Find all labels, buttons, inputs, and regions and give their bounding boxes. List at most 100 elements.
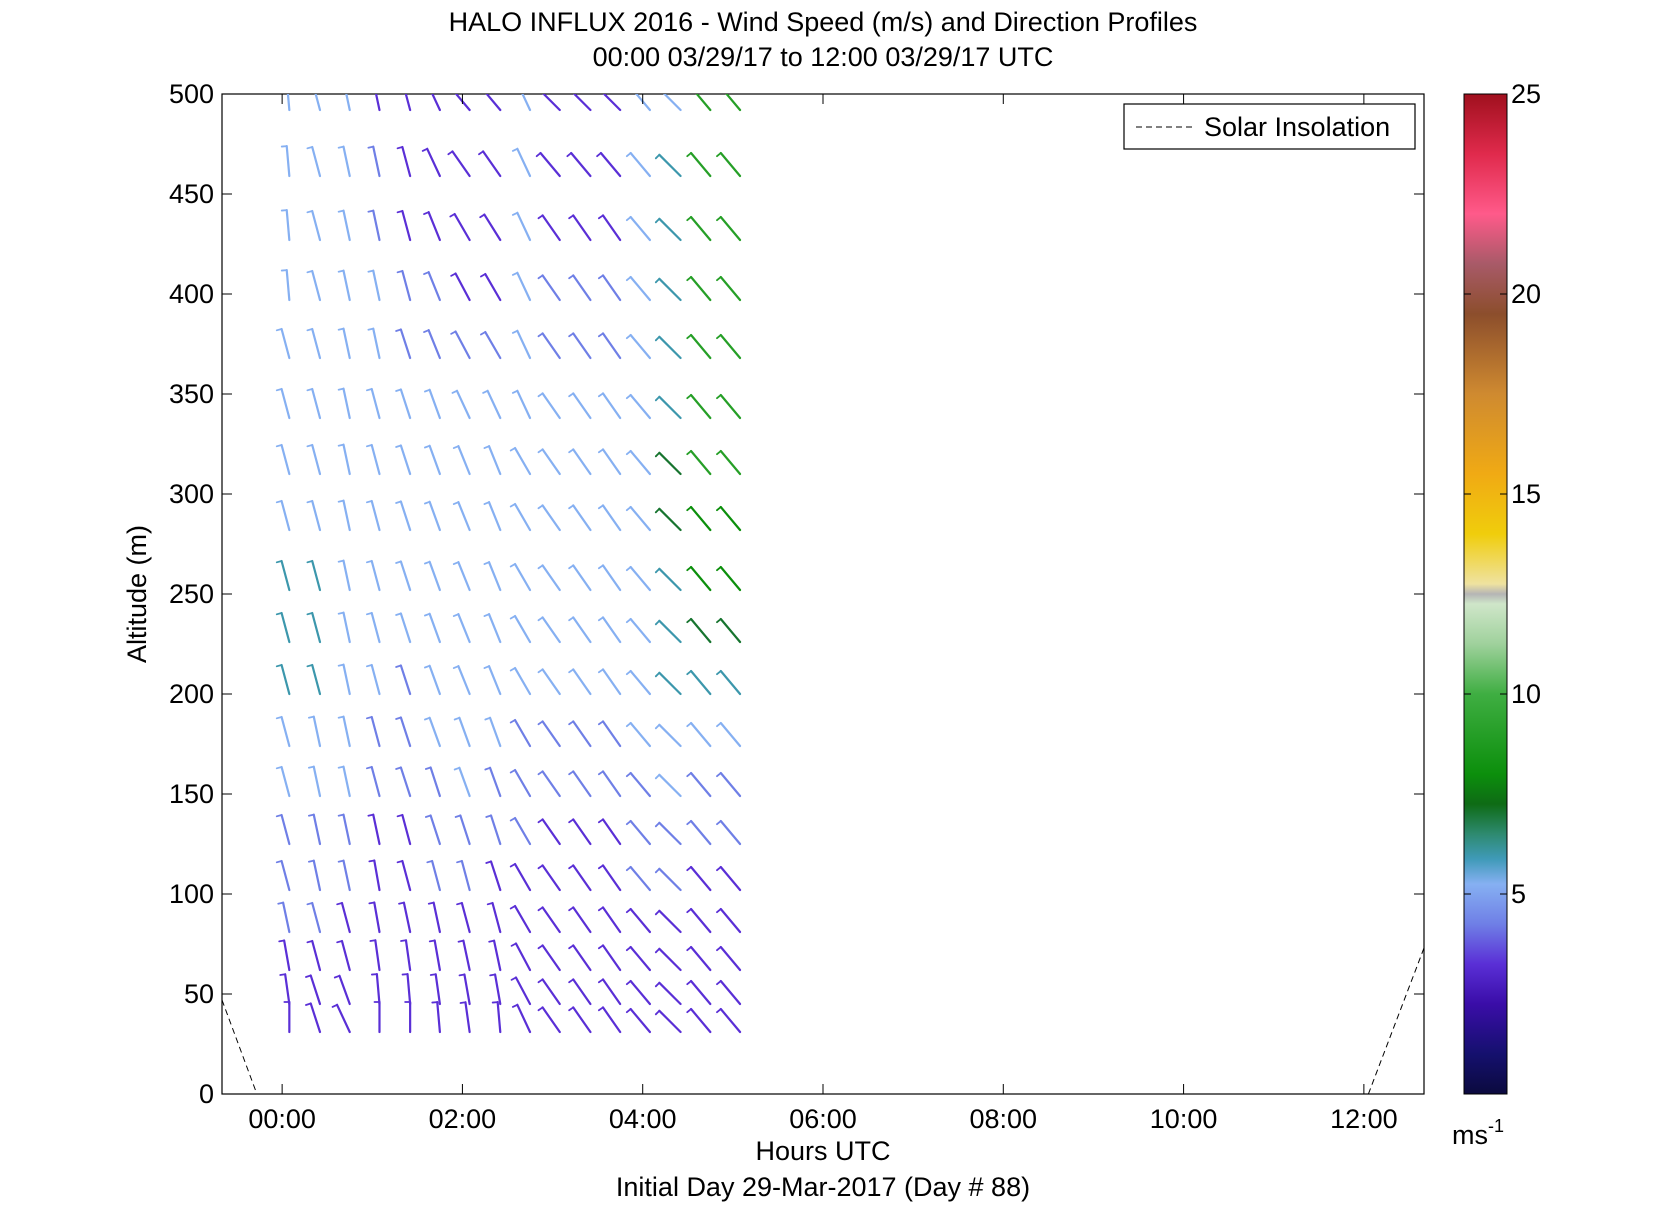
y-tick-label: 300 xyxy=(169,479,214,509)
y-tick-label: 350 xyxy=(169,379,214,409)
wind-barb xyxy=(541,504,561,532)
wind-barb-tick xyxy=(365,766,373,770)
wind-barb-tick xyxy=(275,328,283,332)
wind-barb xyxy=(719,275,742,302)
wind-barb xyxy=(572,448,592,476)
wind-barb xyxy=(658,947,682,972)
wind-barb xyxy=(487,665,502,696)
wind-barb-tick xyxy=(597,818,604,824)
wind-barb-tick xyxy=(535,152,542,158)
wind-barb-tick xyxy=(365,444,373,448)
wind-barb xyxy=(521,94,532,112)
wind-barb xyxy=(541,864,561,892)
wind-barb-tick xyxy=(307,715,315,719)
wind-barb-tick xyxy=(456,860,463,864)
wind-barb xyxy=(399,444,412,476)
y-tick-label: 250 xyxy=(169,579,214,609)
colorbar-units: ms-1 xyxy=(1452,1116,1504,1150)
wind-barb xyxy=(572,94,592,112)
wind-barb xyxy=(491,901,502,934)
wind-barb-tick xyxy=(368,81,373,82)
wind-barb xyxy=(280,859,291,892)
wind-barb xyxy=(402,901,412,934)
wind-barb-tick xyxy=(453,766,461,771)
wind-barb-tick xyxy=(597,978,604,984)
wind-barb xyxy=(572,1006,592,1034)
wind-barb-tick xyxy=(568,616,575,622)
wind-barb-tick xyxy=(716,670,722,676)
wind-barb-tick xyxy=(537,720,544,726)
wind-barb-tick xyxy=(597,448,604,454)
wind-barb-tick xyxy=(275,388,283,392)
wind-barb-tick xyxy=(511,147,519,152)
wind-barb xyxy=(572,978,592,1006)
wind-barb xyxy=(489,860,502,892)
wind-barb xyxy=(541,978,561,1006)
wind-barb-tick xyxy=(513,83,518,85)
wind-barb xyxy=(572,504,592,532)
wind-barb xyxy=(601,944,622,972)
wind-barb-tick xyxy=(595,89,599,93)
wind-barb xyxy=(689,151,712,178)
wind-barb xyxy=(428,716,441,748)
wind-barb-tick xyxy=(686,866,692,872)
wind-barb xyxy=(457,665,471,696)
wind-barb-tick xyxy=(423,329,430,333)
y-tick-label: 200 xyxy=(169,679,214,709)
wind-barb-tick xyxy=(333,974,341,979)
y-tick-label: 150 xyxy=(169,779,214,809)
wind-barb-tick xyxy=(568,332,575,338)
wind-barb xyxy=(457,501,471,532)
wind-barb-tick xyxy=(537,770,544,776)
wind-barb xyxy=(464,1001,471,1034)
wind-barb xyxy=(629,617,652,644)
wind-barb-tick xyxy=(654,773,661,780)
wind-barb-tick xyxy=(275,766,283,770)
wind-barb xyxy=(601,1006,622,1034)
wind-barb xyxy=(689,565,712,592)
wind-barb-tick xyxy=(654,619,661,626)
wind-barb-tick xyxy=(716,276,722,282)
wind-barb-tick xyxy=(337,611,345,615)
wind-barb-tick xyxy=(478,150,484,156)
wind-barb xyxy=(338,974,351,1006)
wind-barb-tick xyxy=(306,444,314,448)
wind-barb-tick xyxy=(686,980,692,986)
wind-barb xyxy=(541,818,561,846)
wind-barb xyxy=(541,668,561,696)
wind-barb-tick xyxy=(686,670,692,676)
wind-barb-tick xyxy=(400,939,407,942)
wind-barb xyxy=(427,329,441,360)
solar-insolation-layer xyxy=(222,947,1424,1094)
wind-barb-tick xyxy=(486,902,494,906)
wind-barb-tick xyxy=(654,395,661,402)
wind-barb xyxy=(309,974,322,1006)
wind-barb-tick xyxy=(395,500,402,504)
wind-barb xyxy=(401,269,412,302)
wind-barb-tick xyxy=(305,974,312,978)
wind-barb xyxy=(342,559,351,592)
wind-barb-tick xyxy=(717,87,721,90)
wind-barb-tick xyxy=(654,217,661,224)
wind-barb xyxy=(342,765,351,798)
wind-barb-tick xyxy=(654,451,661,458)
wind-barb xyxy=(284,973,291,1006)
wind-barb xyxy=(629,151,652,178)
wind-barb xyxy=(487,613,502,644)
wind-barb-tick xyxy=(537,274,544,280)
wind-barb-tick xyxy=(509,667,516,672)
wind-barb-tick xyxy=(535,89,539,93)
wind-barb xyxy=(601,864,622,892)
wind-barb-tick xyxy=(716,722,722,728)
wind-barb-tick xyxy=(365,388,373,392)
wind-barb-tick xyxy=(454,814,462,818)
wind-barb xyxy=(513,614,532,644)
wind-barb-tick xyxy=(452,561,460,565)
wind-barb xyxy=(285,209,291,242)
wind-barb xyxy=(373,901,381,934)
wind-barb-tick xyxy=(686,450,692,456)
wind-barb xyxy=(280,387,291,420)
wind-barb xyxy=(484,272,502,302)
wind-barb xyxy=(460,901,471,934)
